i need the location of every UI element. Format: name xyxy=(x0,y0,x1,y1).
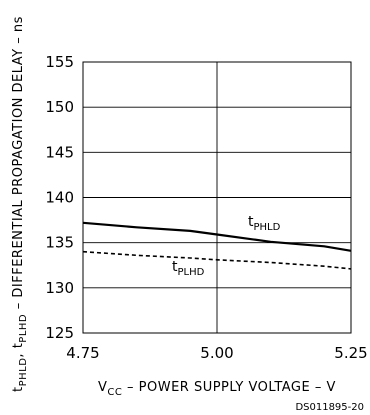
y-tick-label-150: 150 xyxy=(45,98,74,116)
y-tick-label-145: 145 xyxy=(45,143,74,161)
plot-frame xyxy=(82,61,352,334)
series-label-tphld: tPHLD xyxy=(248,214,281,233)
grid-lines xyxy=(83,62,351,333)
x-tick-labels: 4.75 5.00 5.25 xyxy=(66,344,367,362)
y-tick-label-125: 125 xyxy=(45,324,74,342)
x-tick-label-5.25: 5.25 xyxy=(334,344,367,362)
series-label-tplhd: tPLHD xyxy=(172,259,205,278)
y-tick-label-155: 155 xyxy=(45,53,74,71)
y-tick-label-135: 135 xyxy=(45,234,74,252)
x-tick-label-4.75: 4.75 xyxy=(66,344,99,362)
series-lines xyxy=(82,221,352,270)
figure-code: DS011895-20 xyxy=(295,402,364,413)
y-tick-labels: 125 130 135 140 145 150 155 xyxy=(45,53,74,342)
x-axis-label: VCC – POWER SUPPLY VOLTAGE – V xyxy=(98,380,336,398)
series-line-tphld xyxy=(82,221,352,252)
y-tick-label-130: 130 xyxy=(45,279,74,297)
x-tick-label-5.00: 5.00 xyxy=(200,344,233,362)
y-axis-label: tPHLD, tPLHD – DIFFERENTIAL PROPAGATION … xyxy=(11,16,29,392)
y-tick-label-140: 140 xyxy=(45,189,74,207)
series-line-tplhd xyxy=(82,250,352,270)
